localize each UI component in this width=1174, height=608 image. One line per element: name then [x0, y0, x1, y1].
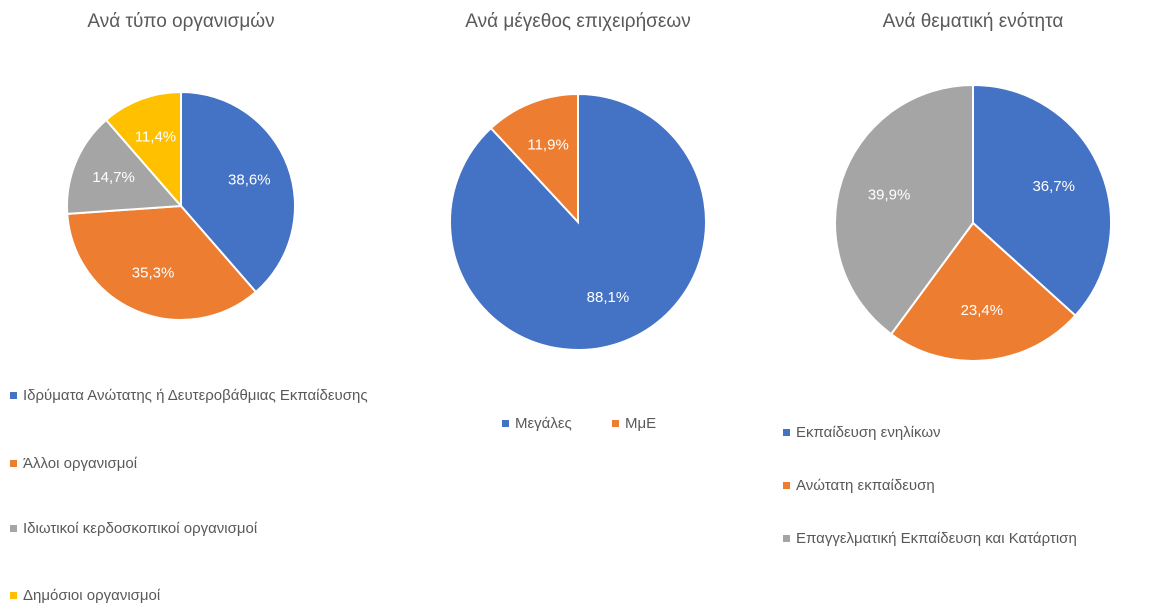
legend-swatch [783, 429, 790, 436]
pie-slice [972, 83, 1112, 317]
legend-item: Ιδιωτικοί κερδοσκοπικοί οργανισμοί [10, 517, 257, 540]
legend-swatch [10, 392, 17, 399]
legend-label: Ανώτατη εκπαίδευση [796, 477, 935, 494]
legend-label: Άλλοι οργανισμοί [23, 455, 138, 472]
legend-label: Μεγάλες [515, 415, 572, 432]
legend-swatch [10, 525, 17, 532]
legend-swatch [10, 592, 17, 599]
data-label: 14,7% [92, 169, 135, 186]
legend-label: Επαγγελματική Εκπαίδευση και Κατάρτιση [796, 530, 1077, 547]
data-label: 88,1% [587, 289, 630, 306]
data-label: 35,3% [132, 264, 175, 281]
legend-swatch [10, 460, 17, 467]
pie-slice [180, 90, 296, 294]
legend-item: Ανώτατη εκπαίδευση [783, 474, 935, 497]
legend-swatch [783, 482, 790, 489]
data-label: 38,6% [228, 171, 271, 188]
legend-item: Ιδρύματα Ανώτατης ή Δευτεροβάθμιας Εκπαί… [10, 384, 370, 407]
chart-title: Ανά μέγεθος επιχειρήσεων [465, 11, 690, 32]
pie-slice [489, 92, 579, 225]
data-label: 23,4% [961, 302, 1004, 319]
legend-item: Εκπαίδευση ενηλίκων [783, 421, 941, 444]
pie-slice [889, 221, 1077, 362]
pie-slice [66, 118, 184, 215]
pie-slice [834, 83, 974, 336]
legend-item: ΜμΕ [612, 412, 656, 435]
legend-label: ΜμΕ [625, 415, 657, 432]
data-label: 36,7% [1032, 178, 1075, 195]
legend-swatch [502, 420, 509, 427]
chart-title: Ανά θεματική ενότητα [883, 11, 1064, 32]
legend-label: Ιδιωτικοί κερδοσκοπικοί οργανισμοί [23, 520, 258, 537]
pie-slice [104, 90, 182, 209]
legend-label: Δημόσιοι οργανισμοί [23, 587, 161, 604]
legend-item: Δημόσιοι οργανισμοί [10, 584, 160, 607]
data-label: 11,9% [527, 137, 568, 154]
data-label: 39,9% [868, 186, 911, 203]
legend-swatch [612, 420, 619, 427]
legend-swatch [783, 535, 790, 542]
legend-label: Εκπαίδευση ενηλίκων [796, 424, 941, 441]
legend-label: Ιδρύματα Ανώτατης ή Δευτεροβάθμιας Εκπαί… [23, 387, 368, 404]
legend-item: Επαγγελματική Εκπαίδευση και Κατάρτιση [783, 527, 1077, 550]
chart-title: Ανά τύπο οργανισμών [87, 11, 274, 32]
legend-item: Μεγάλες [502, 412, 572, 435]
data-label: 11,4% [135, 129, 176, 146]
pie-slice [66, 204, 258, 321]
legend-item: Άλλοι οργανισμοί [10, 452, 137, 475]
